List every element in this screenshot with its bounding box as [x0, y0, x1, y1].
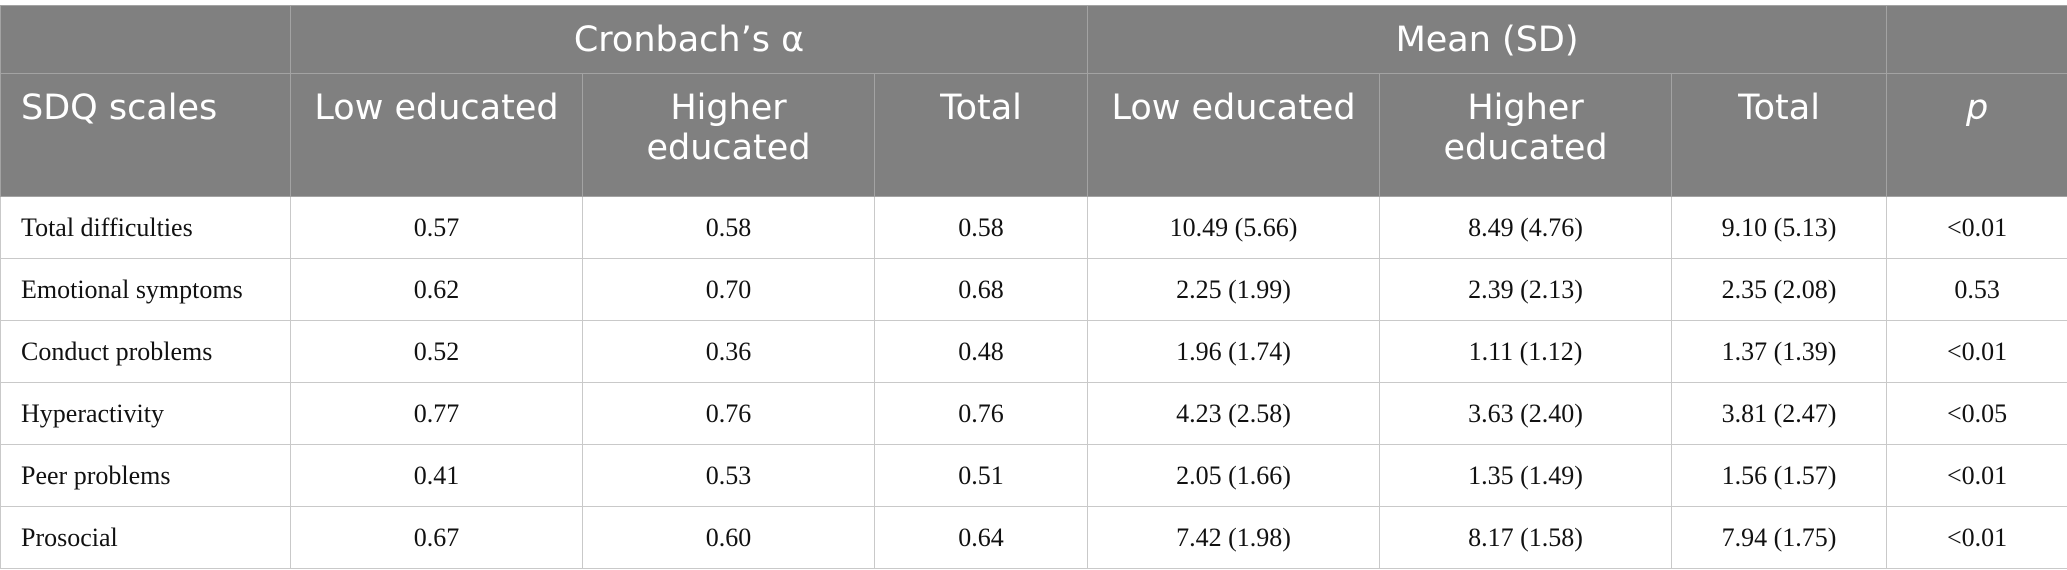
- col-header-mean-total: Total: [1671, 73, 1888, 197]
- alpha-higher-cell: 0.58: [582, 196, 875, 259]
- alpha-higher-cell: 0.36: [582, 320, 875, 383]
- alpha-total-cell: 0.64: [873, 506, 1089, 569]
- group-header-blank-p: [1886, 5, 2067, 74]
- scale-label: Conduct problems: [0, 320, 291, 383]
- alpha-low-cell: 0.62: [290, 258, 583, 321]
- p-value-cell: <0.01: [1886, 320, 2067, 383]
- p-value-cell: <0.01: [1886, 444, 2067, 507]
- col-header-alpha-higher: Higher educated: [582, 73, 875, 197]
- alpha-low-cell: 0.77: [290, 382, 583, 445]
- p-value-cell: <0.05: [1886, 382, 2067, 445]
- p-value-cell: <0.01: [1886, 196, 2067, 259]
- scale-label: Total difficulties: [0, 196, 291, 259]
- group-header-cronbach: Cronbach’s α: [289, 5, 1089, 74]
- mean-total-cell: 7.94 (1.75): [1671, 506, 1888, 569]
- alpha-higher-cell: 0.53: [582, 444, 875, 507]
- mean-total-cell: 1.37 (1.39): [1671, 320, 1888, 383]
- table-row: Prosocial 0.67 0.60 0.64 7.42 (1.98) 8.1…: [0, 506, 2067, 569]
- table-row: Total difficulties 0.57 0.58 0.58 10.49 …: [0, 196, 2067, 259]
- alpha-low-cell: 0.41: [290, 444, 583, 507]
- sdq-table: Cronbach’s α Mean (SD) SDQ scales Low ed…: [0, 5, 2067, 569]
- scale-label: Prosocial: [0, 506, 291, 569]
- mean-low-cell: 7.42 (1.98): [1087, 506, 1381, 569]
- alpha-low-cell: 0.57: [290, 196, 583, 259]
- mean-total-cell: 3.81 (2.47): [1671, 382, 1888, 445]
- alpha-higher-cell: 0.70: [582, 258, 875, 321]
- group-header-row: Cronbach’s α Mean (SD): [0, 5, 2067, 74]
- mean-higher-cell: 8.17 (1.58): [1379, 506, 1673, 569]
- mean-higher-cell: 1.11 (1.12): [1379, 320, 1673, 383]
- col-header-alpha-low: Low educated: [290, 73, 583, 197]
- col-header-mean-higher: Higher educated: [1379, 73, 1673, 197]
- table-row: Conduct problems 0.52 0.36 0.48 1.96 (1.…: [0, 320, 2067, 383]
- alpha-total-cell: 0.68: [873, 258, 1089, 321]
- scale-label: Emotional symptoms: [0, 258, 291, 321]
- table-row: Peer problems 0.41 0.53 0.51 2.05 (1.66)…: [0, 444, 2067, 507]
- group-header-blank: [0, 5, 291, 74]
- table-row: Emotional symptoms 0.62 0.70 0.68 2.25 (…: [0, 258, 2067, 321]
- p-value-cell: <0.01: [1886, 506, 2067, 569]
- col-header-mean-low: Low educated: [1087, 73, 1381, 197]
- mean-total-cell: 1.56 (1.57): [1671, 444, 1888, 507]
- mean-low-cell: 2.25 (1.99): [1087, 258, 1381, 321]
- alpha-low-cell: 0.52: [290, 320, 583, 383]
- mean-low-cell: 2.05 (1.66): [1087, 444, 1381, 507]
- alpha-total-cell: 0.48: [873, 320, 1089, 383]
- alpha-total-cell: 0.51: [873, 444, 1089, 507]
- mean-total-cell: 9.10 (5.13): [1671, 196, 1888, 259]
- mean-low-cell: 1.96 (1.74): [1087, 320, 1381, 383]
- mean-higher-cell: 1.35 (1.49): [1379, 444, 1673, 507]
- table-row: Hyperactivity 0.77 0.76 0.76 4.23 (2.58)…: [0, 382, 2067, 445]
- mean-low-cell: 10.49 (5.66): [1087, 196, 1381, 259]
- col-header-alpha-total: Total: [873, 73, 1089, 197]
- alpha-higher-cell: 0.76: [582, 382, 875, 445]
- col-header-p: p: [1886, 73, 2067, 197]
- mean-higher-cell: 2.39 (2.13): [1379, 258, 1673, 321]
- alpha-low-cell: 0.67: [290, 506, 583, 569]
- alpha-higher-cell: 0.60: [582, 506, 875, 569]
- mean-low-cell: 4.23 (2.58): [1087, 382, 1381, 445]
- mean-higher-cell: 8.49 (4.76): [1379, 196, 1673, 259]
- alpha-total-cell: 0.58: [873, 196, 1089, 259]
- group-header-mean-sd: Mean (SD): [1087, 5, 1888, 74]
- scale-label: Peer problems: [0, 444, 291, 507]
- p-value-cell: 0.53: [1886, 258, 2067, 321]
- mean-higher-cell: 3.63 (2.40): [1379, 382, 1673, 445]
- alpha-total-cell: 0.76: [873, 382, 1089, 445]
- scale-label: Hyperactivity: [0, 382, 291, 445]
- mean-total-cell: 2.35 (2.08): [1671, 258, 1888, 321]
- column-header-row: SDQ scales Low educated Higher educated …: [0, 73, 2067, 197]
- col-header-sdq-scales: SDQ scales: [0, 73, 291, 197]
